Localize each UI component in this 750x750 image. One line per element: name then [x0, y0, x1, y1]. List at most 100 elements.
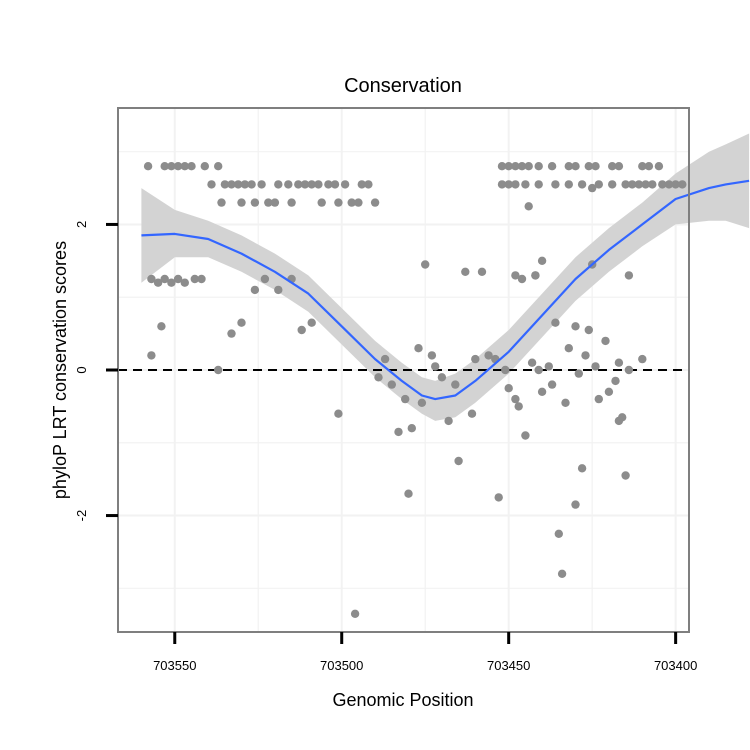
data-point: [531, 271, 540, 280]
data-point: [554, 529, 563, 538]
data-point: [551, 318, 560, 327]
data-point: [330, 180, 340, 189]
data-point: [504, 162, 513, 171]
data-point: [618, 413, 627, 422]
data-point: [584, 162, 593, 171]
data-point: [334, 198, 343, 207]
data-point: [380, 354, 390, 364]
data-point: [180, 162, 189, 171]
data-point: [471, 354, 480, 364]
data-point: [451, 380, 460, 389]
data-point: [591, 162, 600, 171]
data-point: [641, 180, 650, 189]
data-point: [467, 409, 477, 418]
data-point: [427, 351, 437, 360]
data-point: [571, 322, 580, 331]
data-point: [588, 183, 597, 193]
data-point: [147, 274, 156, 284]
data-point: [364, 180, 373, 189]
data-point: [557, 569, 567, 578]
data-point: [601, 336, 610, 346]
data-point: [648, 180, 657, 189]
data-point: [297, 325, 306, 335]
data-point: [594, 394, 603, 404]
data-point: [517, 162, 527, 171]
data-point: [524, 162, 533, 171]
data-point: [534, 162, 543, 171]
data-point: [658, 180, 667, 189]
data-point: [247, 180, 256, 189]
data-point: [594, 180, 603, 189]
data-point: [564, 344, 573, 353]
data-point: [407, 424, 416, 433]
data-point: [544, 362, 553, 371]
data-point: [421, 260, 430, 269]
data-point: [644, 162, 654, 171]
smooth-line: [141, 179, 750, 401]
data-point: [581, 351, 590, 360]
data-point: [437, 373, 447, 382]
data-point: [387, 380, 396, 389]
data-point: [157, 322, 166, 331]
data-point: [611, 376, 620, 386]
data-point: [454, 456, 463, 466]
data-point: [287, 198, 296, 207]
scatter-points: [143, 162, 687, 618]
y-tick-label: 2: [74, 221, 89, 228]
data-point: [571, 162, 580, 171]
data-point: [307, 180, 316, 189]
data-point: [628, 180, 637, 189]
data-point: [624, 365, 634, 375]
y-tick-label: 0: [74, 366, 89, 373]
data-point: [547, 380, 557, 389]
data-point: [431, 362, 440, 371]
data-point: [274, 285, 283, 295]
data-point: [504, 180, 513, 189]
data-point: [477, 267, 487, 276]
data-point: [654, 162, 664, 171]
data-point: [537, 387, 547, 396]
data-point: [370, 198, 380, 207]
data-point: [444, 416, 453, 426]
data-point: [577, 180, 587, 189]
data-point: [234, 180, 243, 189]
y-axis-title: phyloP LRT conservation scores: [50, 241, 70, 499]
data-point: [250, 198, 260, 207]
x-tick-label: 703400: [654, 658, 697, 673]
data-point: [284, 180, 293, 189]
smooth-line-group: [141, 179, 750, 401]
data-point: [180, 278, 189, 287]
data-point: [260, 274, 270, 284]
data-point: [214, 365, 223, 375]
data-point: [190, 274, 199, 284]
data-point: [511, 162, 520, 171]
data-point: [167, 278, 176, 287]
data-point: [143, 162, 153, 171]
data-point: [217, 198, 226, 207]
data-point: [240, 180, 250, 189]
data-point: [501, 365, 510, 375]
data-point: [564, 180, 573, 189]
data-point: [227, 329, 236, 338]
data-point: [484, 351, 493, 360]
data-point: [414, 344, 423, 353]
data-point: [237, 198, 246, 207]
data-point: [608, 162, 617, 171]
y-axis: -2 0 2: [74, 221, 118, 522]
data-point: [494, 493, 503, 502]
data-point: [534, 365, 543, 375]
data-point: [608, 180, 617, 189]
data-point: [350, 609, 360, 618]
data-point: [664, 180, 674, 189]
x-tick-label: 703550: [153, 658, 196, 673]
data-point: [638, 354, 647, 364]
data-point: [257, 180, 266, 189]
data-point: [417, 398, 427, 407]
data-point: [584, 325, 593, 335]
data-point: [250, 285, 260, 295]
data-point: [173, 274, 183, 284]
data-point: [527, 358, 537, 367]
data-point: [324, 180, 333, 189]
data-point: [307, 318, 316, 327]
y-tick-label: -2: [74, 510, 89, 522]
